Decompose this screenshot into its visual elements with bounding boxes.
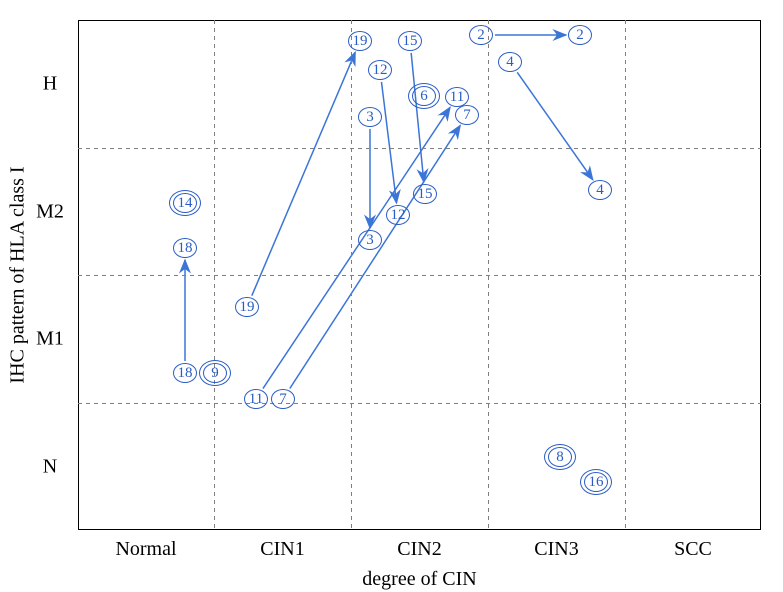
gridline-h bbox=[78, 403, 761, 404]
hla-cin-chart: Normal CIN1 CIN2 CIN3 SCC N M1 M2 Hdegree of CIN… bbox=[0, 0, 783, 592]
node-3: 3 bbox=[358, 230, 382, 250]
node-11: 11 bbox=[445, 87, 469, 107]
node-4: 4 bbox=[498, 52, 522, 72]
node-15: 15 bbox=[398, 31, 422, 51]
node-4: 4 bbox=[588, 180, 612, 200]
x-axis-label: CIN3 bbox=[534, 538, 578, 561]
x-axis-label: CIN2 bbox=[397, 538, 441, 561]
x-axis-label: SCC bbox=[674, 538, 712, 561]
x-axis-label: Normal bbox=[115, 538, 176, 561]
node-16: 16 bbox=[584, 472, 608, 492]
node-19: 19 bbox=[348, 31, 372, 51]
x-axis-label: CIN1 bbox=[260, 538, 304, 561]
node-12: 12 bbox=[386, 205, 410, 225]
node-2: 2 bbox=[469, 25, 493, 45]
x-axis-title: degree of CIN bbox=[362, 568, 476, 591]
node-9: 9 bbox=[203, 363, 227, 383]
node-18: 18 bbox=[173, 238, 197, 258]
y-axis-label: H bbox=[43, 73, 57, 96]
node-15: 15 bbox=[413, 184, 437, 204]
node-2: 2 bbox=[568, 25, 592, 45]
node-12: 12 bbox=[368, 60, 392, 80]
node-11: 11 bbox=[244, 389, 268, 409]
gridline-h bbox=[78, 148, 761, 149]
y-axis-title: IHC pattern of HLA class I bbox=[7, 166, 30, 383]
node-3: 3 bbox=[358, 107, 382, 127]
y-axis-label: M1 bbox=[36, 328, 64, 351]
node-6: 6 bbox=[412, 86, 436, 106]
y-axis-label: M2 bbox=[36, 200, 64, 223]
gridline-h bbox=[78, 275, 761, 276]
node-18: 18 bbox=[173, 363, 197, 383]
node-19: 19 bbox=[235, 297, 259, 317]
y-axis-label: N bbox=[43, 455, 57, 478]
node-14: 14 bbox=[173, 193, 197, 213]
node-7: 7 bbox=[271, 389, 295, 409]
node-7: 7 bbox=[455, 105, 479, 125]
node-8: 8 bbox=[548, 447, 572, 467]
